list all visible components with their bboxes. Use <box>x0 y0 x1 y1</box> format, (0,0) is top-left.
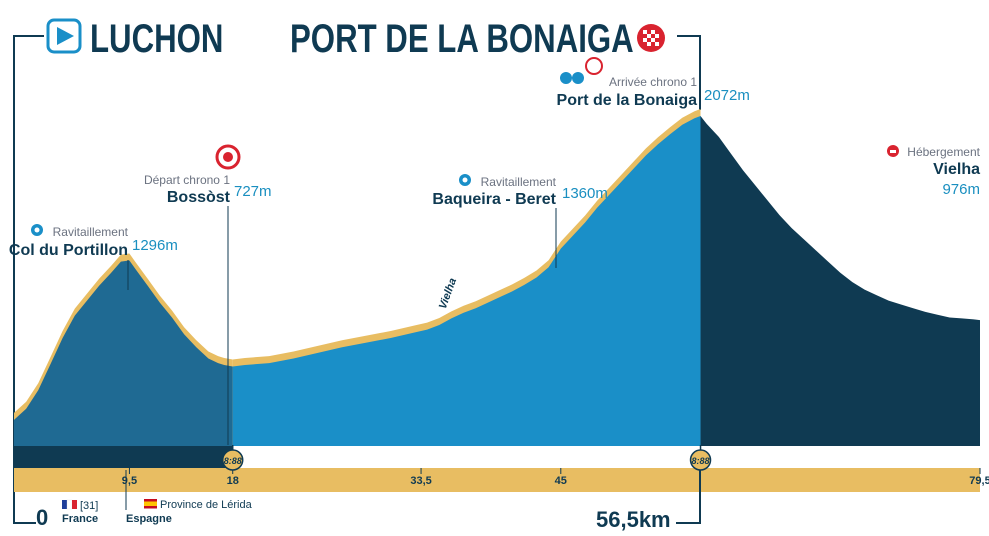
annotation-note-1: Départ chrono 1 <box>144 173 230 187</box>
spain-label: Espagne <box>126 513 172 525</box>
profile-section-1 <box>232 116 701 446</box>
header: LUCHON PORT DE LA BONAIGA <box>13 16 701 524</box>
ravito-icon-dot <box>462 177 468 183</box>
start-bracket <box>13 35 44 524</box>
annotation-note-3: Arrivée chrono 1 <box>609 75 697 89</box>
ravito-icon-dot <box>34 227 40 233</box>
france-label: France <box>62 513 98 525</box>
annotation-place-4: Vielha <box>933 161 980 178</box>
chrono-icon <box>585 57 603 75</box>
finish-flag-square <box>655 42 659 46</box>
chrono-icon-dot <box>223 152 233 162</box>
total-distance: 56,5km <box>596 507 671 532</box>
annotation-note-2: Ravitaillement <box>481 175 557 189</box>
ravito-icon <box>572 72 584 84</box>
finish-flag-square <box>647 42 651 46</box>
annotations: Ravitaillement Col du Portillon 1296m Dépar… <box>9 57 981 445</box>
finish-distance-bracket <box>676 470 701 524</box>
road-label: Vielha <box>437 277 459 311</box>
annotation-place-1: Bossòst <box>167 189 231 206</box>
profile-area: Vielha <box>14 109 980 468</box>
finish-flag-square <box>647 34 651 38</box>
annotation-altitude-3: 2072m <box>704 87 750 104</box>
finish-flag-square <box>643 38 647 42</box>
tick-label-3: 45 <box>555 475 567 487</box>
ravito-icon <box>560 72 572 84</box>
annotation-altitude-2: 1360m <box>562 185 608 202</box>
finish-flag-square <box>651 38 655 42</box>
tick-label-1: 18 <box>227 475 239 487</box>
clock-label-0: 8:88 <box>224 456 242 466</box>
france-flag-icon <box>62 499 77 510</box>
annotation-place-0: Col du Portillon <box>9 242 128 259</box>
annotation-altitude-4: 976m <box>942 181 980 198</box>
chrono-icon <box>215 144 241 170</box>
tick-label-0: 9,5 <box>122 475 137 487</box>
annotation-altitude-0: 1296m <box>132 237 178 254</box>
annotation-note-4: Hébergement <box>907 145 980 159</box>
ravito-icon <box>459 174 471 186</box>
clock-icon-0 <box>221 449 244 471</box>
start-arrow-icon <box>46 18 82 54</box>
profile-section-2 <box>700 116 980 446</box>
hebergement-icon <box>887 145 899 157</box>
tick-label-2: 33,5 <box>410 475 431 487</box>
finish-icon <box>560 57 603 84</box>
annotation-place-3: Port de la Bonaiga <box>557 92 698 109</box>
section-base-band <box>14 446 233 468</box>
spain-region: Province de Lérida <box>160 499 253 511</box>
hebergement-icon-bed <box>890 150 896 153</box>
profile-section-0 <box>14 260 233 446</box>
start-title: LUCHON <box>90 16 223 61</box>
annotation-altitude-1: 727m <box>234 183 272 200</box>
clock-label-1: 8:88 <box>692 456 710 466</box>
footer: 0 [31] France Province de Lérida Espagne… <box>36 470 701 532</box>
spain-flag-icon <box>144 499 157 509</box>
finish-flag-icon <box>637 24 665 52</box>
x-axis: 9,5 18 33,5 45 79,5 8:88 8:88 <box>14 445 989 492</box>
finish-flag-square <box>655 34 659 38</box>
finish-flag-square <box>651 30 655 34</box>
axis-band <box>14 468 980 492</box>
tick-label-4: 79,5 <box>969 475 989 487</box>
start-km-label: 0 <box>36 505 48 530</box>
finish-bracket <box>677 35 701 110</box>
ravito-icon <box>31 224 43 236</box>
annotation-place-2: Baqueira - Beret <box>432 191 556 208</box>
annotation-note-0: Ravitaillement <box>53 225 129 239</box>
france-code: [31] <box>80 500 98 512</box>
finish-title: PORT DE LA BONAIGA <box>290 16 634 61</box>
finish-flag-square <box>643 30 647 34</box>
